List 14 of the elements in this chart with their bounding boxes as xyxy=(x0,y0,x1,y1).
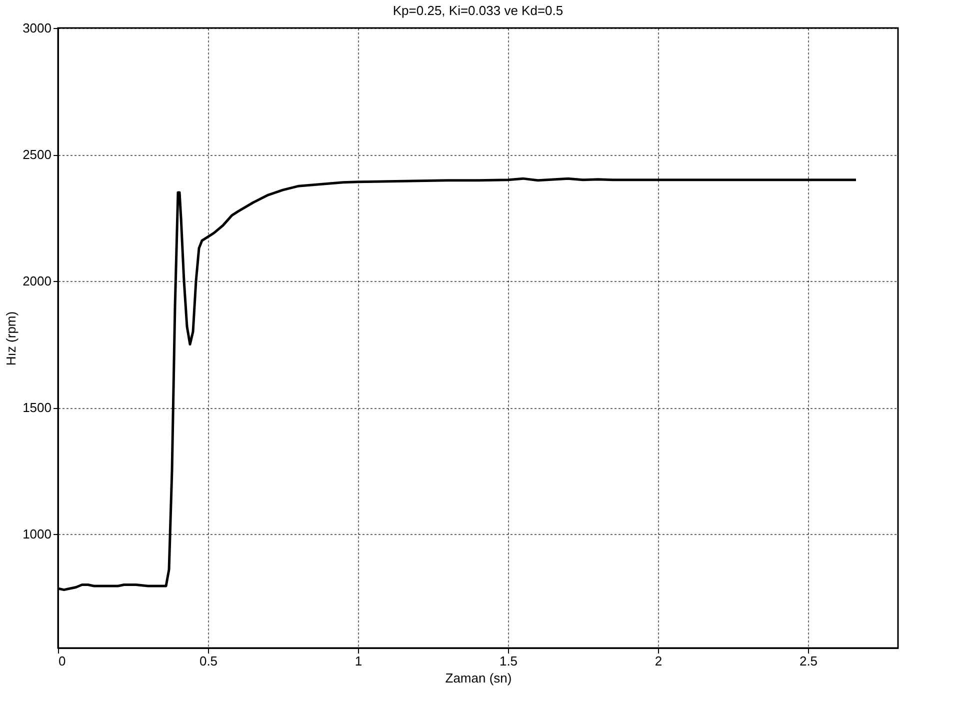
x-tick-label: 0 xyxy=(58,654,66,668)
x-axis-title: Zaman (sn) xyxy=(445,670,512,686)
x-tick-label: 2.5 xyxy=(799,654,818,668)
y-tick-label: 2000 xyxy=(22,274,52,289)
y-tick-label: 1000 xyxy=(22,526,52,542)
x-tick-label: 0.5 xyxy=(199,654,218,668)
y-axis-title: Hız (rpm) xyxy=(4,311,19,366)
x-tick-label: 1 xyxy=(354,654,362,668)
x-tick-label: 2 xyxy=(654,654,662,668)
y-tick-label: 1500 xyxy=(22,400,52,416)
y-tick-label: 2500 xyxy=(22,147,52,162)
y-tick-label: 3000 xyxy=(22,20,52,36)
x-tick-label: 1.5 xyxy=(499,654,518,668)
chart-title: Kp=0.25, Ki=0.033 ve Kd=0.5 xyxy=(392,3,564,18)
